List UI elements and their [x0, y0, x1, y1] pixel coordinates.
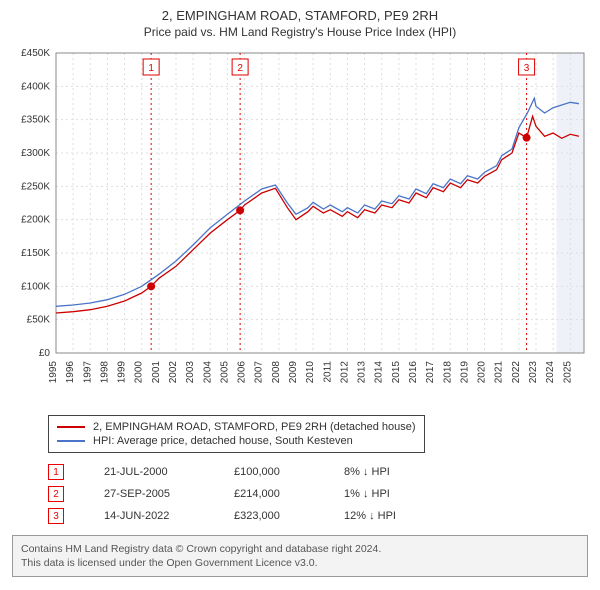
- svg-text:2011: 2011: [322, 361, 333, 383]
- svg-text:£450K: £450K: [21, 48, 50, 59]
- svg-text:1995: 1995: [48, 361, 59, 384]
- svg-text:3: 3: [524, 63, 530, 74]
- svg-text:2025: 2025: [562, 361, 573, 384]
- transaction-row: 3 14-JUN-2022 £323,000 12% ↓ HPI: [48, 505, 582, 527]
- svg-text:2007: 2007: [254, 361, 265, 384]
- svg-text:2008: 2008: [271, 361, 282, 384]
- svg-text:£350K: £350K: [21, 115, 50, 126]
- chart-title-block: 2, EMPINGHAM ROAD, STAMFORD, PE9 2RH Pri…: [8, 8, 592, 39]
- legend-row: 2, EMPINGHAM ROAD, STAMFORD, PE9 2RH (de…: [57, 420, 416, 434]
- transaction-pct: 8% ↓ HPI: [344, 466, 434, 478]
- svg-text:2018: 2018: [442, 361, 453, 384]
- svg-text:1996: 1996: [65, 361, 76, 384]
- svg-text:£150K: £150K: [21, 248, 50, 259]
- svg-text:2001: 2001: [151, 361, 162, 384]
- svg-text:£0: £0: [39, 348, 51, 359]
- transaction-marker: 2: [48, 486, 64, 502]
- svg-text:2010: 2010: [305, 361, 316, 384]
- legend-row: HPI: Average price, detached house, Sout…: [57, 434, 416, 448]
- svg-text:2014: 2014: [374, 361, 385, 384]
- svg-text:2003: 2003: [185, 361, 196, 384]
- svg-text:2016: 2016: [408, 361, 419, 384]
- transaction-price: £214,000: [234, 488, 304, 500]
- svg-text:£100K: £100K: [21, 281, 50, 292]
- transaction-marker: 3: [48, 508, 64, 524]
- transaction-price: £100,000: [234, 466, 304, 478]
- transaction-date: 14-JUN-2022: [104, 510, 194, 522]
- svg-text:£250K: £250K: [21, 181, 50, 192]
- svg-text:2024: 2024: [545, 361, 556, 384]
- footer-line-1: Contains HM Land Registry data © Crown c…: [21, 542, 579, 556]
- svg-text:2013: 2013: [357, 361, 368, 384]
- svg-text:1: 1: [148, 63, 154, 74]
- svg-text:£50K: £50K: [27, 315, 51, 326]
- footer-line-2: This data is licensed under the Open Gov…: [21, 556, 579, 570]
- svg-text:2022: 2022: [511, 361, 522, 384]
- svg-text:1999: 1999: [117, 361, 128, 384]
- transaction-row: 1 21-JUL-2000 £100,000 8% ↓ HPI: [48, 461, 582, 483]
- attribution-footer: Contains HM Land Registry data © Crown c…: [12, 535, 588, 577]
- transaction-price: £323,000: [234, 510, 304, 522]
- svg-text:£400K: £400K: [21, 81, 50, 92]
- chart-container: £0 £50K £100K £150K £200K £250K £300K £350K £400…: [8, 45, 592, 405]
- svg-text:2000: 2000: [134, 361, 145, 384]
- svg-text:2012: 2012: [339, 361, 350, 384]
- transaction-date: 27-SEP-2005: [104, 488, 194, 500]
- legend-swatch: [57, 426, 85, 428]
- svg-text:£200K: £200K: [21, 215, 50, 226]
- legend: 2, EMPINGHAM ROAD, STAMFORD, PE9 2RH (de…: [48, 415, 425, 453]
- transaction-date: 21-JUL-2000: [104, 466, 194, 478]
- svg-text:2023: 2023: [528, 361, 539, 384]
- title-line-1: 2, EMPINGHAM ROAD, STAMFORD, PE9 2RH: [8, 8, 592, 23]
- svg-text:2009: 2009: [288, 361, 299, 384]
- legend-label: 2, EMPINGHAM ROAD, STAMFORD, PE9 2RH (de…: [93, 421, 416, 433]
- transaction-row: 2 27-SEP-2005 £214,000 1% ↓ HPI: [48, 483, 582, 505]
- svg-text:1998: 1998: [99, 361, 110, 384]
- svg-text:2006: 2006: [237, 361, 248, 384]
- legend-label: HPI: Average price, detached house, Sout…: [93, 435, 353, 447]
- svg-text:2020: 2020: [477, 361, 488, 384]
- svg-text:£300K: £300K: [21, 148, 50, 159]
- price-chart: £0 £50K £100K £150K £200K £250K £300K £350K £400…: [8, 45, 592, 405]
- legend-swatch: [57, 440, 85, 442]
- transactions-table: 1 21-JUL-2000 £100,000 8% ↓ HPI 2 27-SEP-2005…: [48, 461, 582, 527]
- svg-text:2015: 2015: [391, 361, 402, 384]
- svg-text:2002: 2002: [168, 361, 179, 384]
- svg-text:2019: 2019: [459, 361, 470, 384]
- svg-text:2021: 2021: [494, 361, 505, 384]
- svg-text:2005: 2005: [219, 361, 230, 384]
- svg-text:1997: 1997: [82, 361, 93, 384]
- transaction-pct: 12% ↓ HPI: [344, 510, 434, 522]
- transaction-marker: 1: [48, 464, 64, 480]
- title-line-2: Price paid vs. HM Land Registry's House …: [8, 25, 592, 39]
- svg-text:2004: 2004: [202, 361, 213, 384]
- svg-text:2: 2: [237, 63, 243, 74]
- transaction-pct: 1% ↓ HPI: [344, 488, 434, 500]
- svg-text:2017: 2017: [425, 361, 436, 384]
